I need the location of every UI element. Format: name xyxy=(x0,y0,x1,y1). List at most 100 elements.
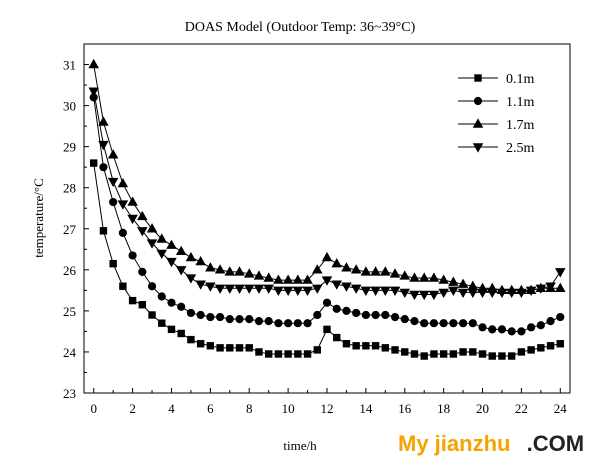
data-point xyxy=(99,227,108,235)
y-tick-label: 27 xyxy=(63,222,77,237)
legend-item: 0.1m xyxy=(458,72,535,87)
data-point xyxy=(156,233,168,243)
data-point xyxy=(127,196,138,206)
data-point xyxy=(99,163,108,172)
data-point xyxy=(146,223,158,233)
series-3 xyxy=(88,87,566,301)
data-point xyxy=(517,327,526,336)
data-point xyxy=(321,251,333,262)
data-point xyxy=(507,352,516,360)
data-point xyxy=(156,249,168,260)
data-point xyxy=(321,276,333,286)
x-axis-label: time/h xyxy=(283,438,317,453)
data-point xyxy=(389,268,401,278)
data-point xyxy=(205,262,216,272)
data-point xyxy=(234,284,245,294)
x-tick-label: 12 xyxy=(321,401,334,416)
data-point xyxy=(128,296,137,305)
legend-marker xyxy=(472,118,484,128)
data-point xyxy=(486,288,498,299)
x-tick-label: 20 xyxy=(476,401,489,416)
data-point xyxy=(245,314,254,324)
data-point xyxy=(457,278,469,288)
data-point xyxy=(381,310,390,320)
data-point xyxy=(206,312,215,322)
data-point xyxy=(381,344,390,352)
plot-frame xyxy=(83,43,571,394)
data-point xyxy=(497,325,507,334)
data-point xyxy=(253,270,265,280)
watermark: My jianzhu .COM xyxy=(398,431,584,456)
data-point xyxy=(127,214,138,225)
data-point xyxy=(322,298,332,307)
x-tick-label: 8 xyxy=(246,401,253,416)
data-point xyxy=(410,350,419,358)
data-point xyxy=(438,288,449,299)
data-point xyxy=(177,329,185,338)
data-point xyxy=(555,268,566,278)
y-axis-label: temperature/°C xyxy=(31,178,46,258)
legend-label: 1.1m xyxy=(506,95,535,110)
data-point xyxy=(195,280,206,290)
data-point xyxy=(167,325,176,334)
data-point xyxy=(185,274,197,284)
data-point xyxy=(119,282,127,290)
data-point xyxy=(117,177,129,188)
data-point xyxy=(477,288,488,299)
data-point xyxy=(196,340,205,348)
data-point xyxy=(546,342,555,350)
data-point xyxy=(175,245,187,256)
x-tick-label: 10 xyxy=(282,401,295,416)
data-point xyxy=(187,335,195,344)
data-point xyxy=(195,255,206,266)
legend-label: 1.7m xyxy=(506,118,535,133)
data-point xyxy=(409,290,420,301)
series-1 xyxy=(89,93,565,336)
data-point xyxy=(449,350,458,358)
data-point xyxy=(98,116,109,126)
series-line xyxy=(93,91,561,295)
data-point xyxy=(88,58,99,69)
data-point xyxy=(546,317,555,326)
data-point xyxy=(167,298,176,307)
data-point xyxy=(360,286,372,296)
x-tick-label: 0 xyxy=(90,401,97,416)
data-point xyxy=(264,350,273,358)
y-tick-label: 25 xyxy=(63,304,76,319)
data-point xyxy=(400,314,409,324)
data-point xyxy=(449,319,458,328)
data-point xyxy=(90,159,98,167)
data-point xyxy=(273,274,284,284)
data-point xyxy=(410,317,419,326)
data-point xyxy=(158,319,166,327)
data-point xyxy=(506,288,517,299)
data-point xyxy=(390,312,400,322)
data-point xyxy=(370,266,381,276)
data-point xyxy=(537,344,545,352)
data-point xyxy=(166,257,177,268)
data-point xyxy=(527,346,535,354)
data-point xyxy=(214,264,226,274)
data-point xyxy=(478,350,487,358)
data-point xyxy=(235,344,244,352)
data-point xyxy=(545,282,556,292)
data-point xyxy=(448,276,459,286)
data-point xyxy=(418,290,430,301)
data-point xyxy=(243,284,255,294)
data-point xyxy=(467,288,479,299)
data-point xyxy=(303,319,312,328)
data-point xyxy=(109,197,118,207)
y-tick-label: 23 xyxy=(63,386,76,401)
x-tick-label: 4 xyxy=(168,401,175,416)
data-point xyxy=(371,342,380,350)
data-point xyxy=(294,350,302,358)
data-point xyxy=(292,274,304,284)
x-tick-label: 6 xyxy=(207,401,214,416)
series-2 xyxy=(88,58,566,295)
data-point xyxy=(107,149,119,159)
legend-label: 0.1m xyxy=(506,72,535,87)
data-point xyxy=(206,342,215,350)
data-point xyxy=(302,286,313,296)
data-point xyxy=(399,288,411,299)
y-tick-label: 29 xyxy=(63,140,76,155)
